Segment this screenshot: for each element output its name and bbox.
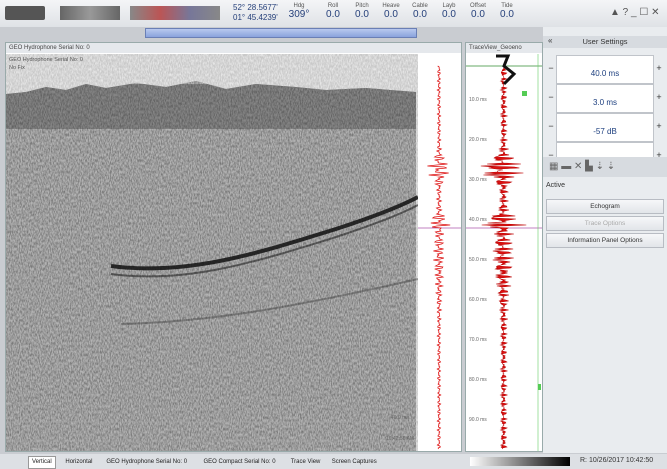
option-button[interactable]: Information Panel Options xyxy=(546,233,664,248)
depth-label: 30.0 ms xyxy=(469,177,487,183)
value: 0.0 xyxy=(442,9,456,20)
panel-title: TraceView_Geoeno xyxy=(466,43,542,53)
tab[interactable]: Vertical xyxy=(28,456,56,469)
tool-buttons[interactable] xyxy=(60,6,120,20)
tab[interactable]: GEO Hydrophone Serial No: 0 xyxy=(106,459,188,465)
readout: Offset 0.0 xyxy=(463,3,493,20)
trace-view-panel: TraceView_Geoeno 10.0 ms 20.0 ms 30.0 ms 40… xyxy=(465,42,543,452)
depth-label: 40.0 ms xyxy=(391,415,409,421)
plus[interactable]: + xyxy=(656,63,662,73)
tab[interactable]: Trace View xyxy=(290,459,321,465)
depth-label: 60.0 ms xyxy=(469,297,487,303)
value: 0.0 xyxy=(471,9,485,20)
minus[interactable]: − xyxy=(548,63,554,73)
trace-view-image xyxy=(466,54,542,451)
fix-label: No Fix xyxy=(9,65,25,71)
label: Layb xyxy=(442,3,456,9)
value: 0.0 xyxy=(355,9,369,20)
depth-label: 10.0 ms xyxy=(469,97,487,103)
trace-waveform xyxy=(427,65,451,450)
source-label: GEO Hydrophone Serial No: 0 xyxy=(9,57,83,63)
value: 309° xyxy=(288,9,310,20)
status: R: 10/26/2017 10:42:50 xyxy=(580,457,654,464)
panel-title: GEO Hydrophone Serial No: 0 xyxy=(6,43,461,53)
label: Roll xyxy=(327,3,339,9)
readout: Cable 0.0 xyxy=(405,3,435,20)
time-label: 10:42:50 AM xyxy=(386,436,415,442)
setting-value[interactable]: 40.0 ms xyxy=(556,55,654,84)
tab[interactable]: Screen Captures xyxy=(331,459,377,465)
depth-label: 90.0 ms xyxy=(469,417,487,423)
plus[interactable]: + xyxy=(656,150,662,160)
label: Offset xyxy=(470,3,486,9)
value: 0.0 xyxy=(326,9,340,20)
plus[interactable]: + xyxy=(656,92,662,102)
minus[interactable]: − xyxy=(548,92,554,102)
label: Tide xyxy=(501,3,513,9)
option-button[interactable]: Echogram xyxy=(546,199,664,214)
longitude: 01° 45.4239' xyxy=(233,13,278,22)
tab[interactable]: GEO Compact Serial No: 0 xyxy=(203,459,276,465)
toolbar: 52° 28.5677' 01° 45.4239' Hdg 309° Roll 0.… xyxy=(0,0,667,27)
depth-label: 70.0 ms xyxy=(469,337,487,343)
value: 0.0 xyxy=(413,9,427,20)
depth-label: 80.0 ms xyxy=(469,377,487,383)
tool-buttons[interactable] xyxy=(130,6,220,20)
readout: Layb 0.0 xyxy=(434,3,464,20)
collapse[interactable]: « xyxy=(548,36,553,45)
value: 0.0 xyxy=(500,9,514,20)
timeline-slider[interactable] xyxy=(145,28,417,38)
minus[interactable]: − xyxy=(548,150,554,160)
label: Heave xyxy=(382,3,400,9)
label: Hdg xyxy=(293,3,305,9)
depth-label: 20.0 ms xyxy=(469,137,487,143)
panel-title: User Settings xyxy=(543,36,667,48)
depth-label: 50.0 ms xyxy=(469,257,487,263)
setting-value[interactable]: 3.0 ms xyxy=(556,84,654,113)
color-scale xyxy=(470,457,570,466)
echogram-panel: GEO Hydrophone Serial No: 0 GEO Hydropho… xyxy=(5,42,462,452)
depth-label: 40.0 ms xyxy=(469,217,487,223)
mode-label: Active xyxy=(546,182,566,189)
echogram-image xyxy=(6,54,461,451)
readout: Roll 0.0 xyxy=(318,3,348,20)
side-panel: User Settings « −40.0 ms + −3.0 ms + − -57 dB… xyxy=(543,27,667,453)
icon-bar[interactable]: ▦ ▬ ✕ ▙ ⇣ ⇣ xyxy=(543,157,667,177)
option-button[interactable]: Trace Options xyxy=(546,216,664,231)
logo[interactable] xyxy=(5,6,45,20)
setting-value[interactable]: -57 dB xyxy=(556,113,654,142)
latitude: 52° 28.5677' xyxy=(233,3,278,12)
heading: Hdg 309° xyxy=(284,3,314,20)
readout: Heave 0.0 xyxy=(376,3,406,20)
trace-waveform xyxy=(480,67,527,450)
label: Cable xyxy=(412,3,428,9)
readout: Pitch 0.0 xyxy=(347,3,377,20)
readout: Tide 0.0 xyxy=(492,3,522,20)
tab[interactable]: Horizontal xyxy=(65,459,93,465)
plus[interactable]: + xyxy=(656,121,662,131)
label: Pitch xyxy=(355,3,369,9)
tab-bar: R: 10/26/2017 10:42:50 xyxy=(0,454,667,469)
minus[interactable]: − xyxy=(548,121,554,131)
value: 0.0 xyxy=(384,9,398,20)
window-controls[interactable]: ▲ ? _ ☐ ✕ xyxy=(610,7,660,18)
